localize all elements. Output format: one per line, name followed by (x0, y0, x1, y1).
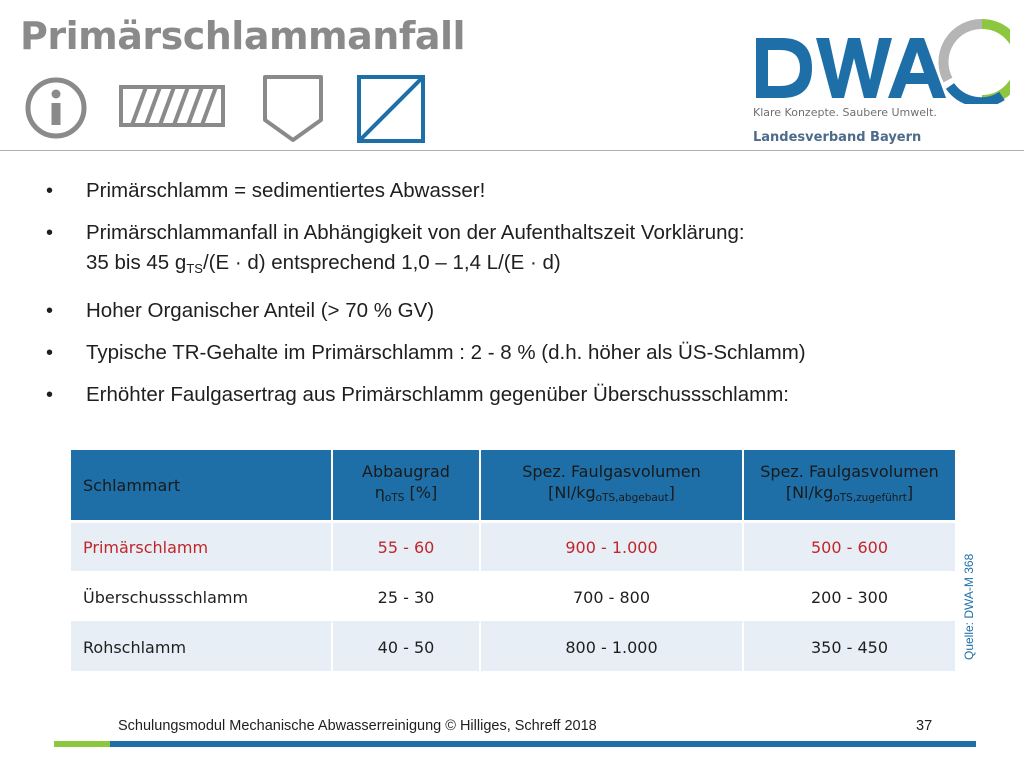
table-row: Rohschlamm 40 - 50 800 - 1.000 350 - 450 (71, 623, 955, 673)
sludge-table: Schlammart Abbaugrad ηoTS [%] Spez. Faul… (71, 450, 955, 673)
cell-zugefuehrt: 200 - 300 (744, 573, 955, 623)
table-row: Überschussschlamm 25 - 30 700 - 800 200 … (71, 573, 955, 623)
footer-bar-blue (110, 741, 976, 747)
header-divider (0, 150, 1024, 151)
header-cell-abgebaut: Spez. Faulgasvolumen [Nl/kgoTS,abgebaut] (481, 450, 744, 523)
cell-abbaugrad: 25 - 30 (333, 573, 481, 623)
bullet-item: Hoher Organischer Anteil (> 70 % GV) (40, 296, 1000, 326)
cell-type: Überschussschlamm (71, 573, 333, 623)
table-row: Primärschlamm 55 - 60 900 - 1.000 500 - … (71, 523, 955, 573)
cell-abgebaut: 800 - 1.000 (481, 623, 744, 673)
bullet-item: Typische TR-Gehalte im Primärschlamm : 2… (40, 338, 1000, 368)
cell-zugefuehrt: 350 - 450 (744, 623, 955, 673)
cell-type: Primärschlamm (71, 523, 333, 573)
bullet-item: Erhöhter Faulgasertrag aus Primärschlamm… (40, 380, 1000, 410)
cell-abbaugrad: 55 - 60 (333, 523, 481, 573)
footer-text: Schulungsmodul Mechanische Abwasserreini… (118, 718, 597, 734)
bullet-list: Primärschlamm = sedimentiertes Abwasser!… (40, 176, 1000, 422)
logo-region: Landesverband Bayern (753, 130, 922, 145)
info-icon (25, 77, 87, 139)
cell-abgebaut: 900 - 1.000 (481, 523, 744, 573)
header-cell-zugefuehrt: Spez. Faulgasvolumen [Nl/kgoTS,zugeführt… (744, 450, 955, 523)
source-note: Quelle: DWA-M 368 (962, 553, 976, 660)
bullet-item: Primärschlamm = sedimentiertes Abwasser! (40, 176, 1000, 206)
header-cell-abbaugrad: Abbaugrad ηoTS [%] (333, 450, 481, 523)
hatched-rectangle-icon (119, 85, 225, 127)
bullet-item: Primärschlammanfall in Abhängigkeit von … (40, 218, 1000, 284)
page-title: Primärschlammanfall (20, 14, 466, 58)
cell-abbaugrad: 40 - 50 (333, 623, 481, 673)
cell-type: Rohschlamm (71, 623, 333, 673)
logo-tagline: Klare Konzepte. Saubere Umwelt. (753, 106, 937, 119)
dwa-logo: Klare Konzepte. Saubere Umwelt. Landesve… (750, 18, 1010, 148)
diagonal-square-icon (357, 75, 425, 143)
cell-zugefuehrt: 500 - 600 (744, 523, 955, 573)
cell-abgebaut: 700 - 800 (481, 573, 744, 623)
header-cell-schlammart: Schlammart (71, 450, 333, 523)
icon-row (22, 74, 442, 144)
dwa-logo-icon (756, 18, 1010, 104)
footer-bar-green (54, 741, 110, 747)
page-number: 37 (916, 718, 933, 734)
shield-shape-icon (263, 75, 323, 142)
